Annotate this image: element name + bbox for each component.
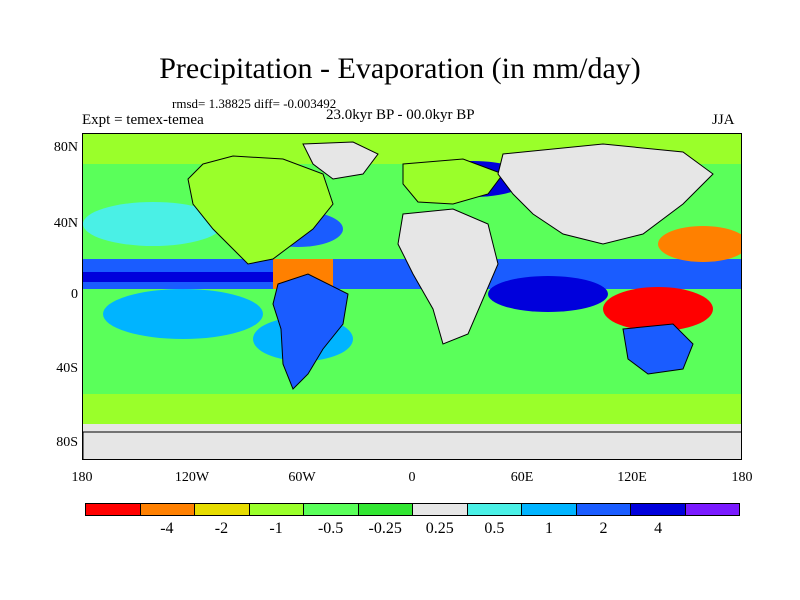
colorbar-label: -0.5 <box>317 520 344 537</box>
greenland <box>302 141 379 180</box>
stats-text: rmsd= 1.38825 diff= -0.003492 <box>172 96 337 111</box>
world-map <box>82 133 742 460</box>
europe <box>402 158 504 205</box>
season-label: JJA <box>712 112 735 128</box>
itcz-core-pacific <box>83 272 273 282</box>
lon-label-180w: 180 <box>71 470 93 485</box>
colorbar <box>85 503 740 516</box>
colorbar-label: 2 <box>599 520 608 537</box>
indian-ocean-wet <box>488 276 608 312</box>
south-pacific-wet <box>103 289 263 339</box>
maritime-continent-dry <box>603 287 713 331</box>
lat-label-40n: 40N <box>53 216 78 231</box>
colorbar-swatch <box>576 504 631 515</box>
colorbar-label: -2 <box>214 520 229 537</box>
map-svg <box>83 134 741 459</box>
lat-label-80s: 80S <box>56 435 78 450</box>
colorbar-label: 0.5 <box>484 520 505 537</box>
colorbar-swatch <box>522 504 577 515</box>
colorbar-swatch <box>413 504 468 515</box>
colorbar-label: 4 <box>654 520 663 537</box>
plot-title: Precipitation - Evaporation (in mm/day) <box>159 52 641 85</box>
lat-label-0: 0 <box>71 287 78 302</box>
lon-label-60w: 60W <box>288 470 316 485</box>
south-america <box>272 273 349 390</box>
colorbar-label: -0.25 <box>368 520 402 537</box>
colorbar-swatch <box>631 504 686 515</box>
experiment-label: Expt = temex-temea <box>82 112 204 128</box>
period-label: 23.0kyr BP - 00.0kyr BP <box>326 107 475 123</box>
lon-label-120w: 120W <box>174 470 210 485</box>
colorbar-swatch <box>86 504 141 515</box>
antarctica <box>83 431 741 459</box>
africa <box>397 208 499 345</box>
colorbar-swatch <box>249 504 304 515</box>
colorbar-swatch <box>140 504 195 515</box>
lon-label-60e: 60E <box>510 470 534 485</box>
colorbar-swatch <box>467 504 522 515</box>
colorbar-label: 0.25 <box>425 520 454 537</box>
colorbar-swatch <box>195 504 250 515</box>
colorbar-swatch <box>685 504 739 515</box>
north-america <box>187 155 334 265</box>
north-pacific-wet <box>83 202 223 246</box>
colorbar-label: -4 <box>160 520 174 537</box>
colorbar-label: 1 <box>544 520 553 537</box>
lon-label-120e: 120E <box>617 470 647 485</box>
asia <box>497 143 714 245</box>
colorbar-label: -1 <box>269 520 283 537</box>
australia <box>622 323 694 375</box>
colorbar-swatch <box>304 504 359 515</box>
west-pacific-dry <box>658 226 741 262</box>
lat-label-80n: 80N <box>53 140 78 155</box>
lat-label-40s: 40S <box>56 361 78 376</box>
lon-label-0: 0 <box>408 470 416 485</box>
lon-label-180e: 180 <box>731 470 753 485</box>
colorbar-swatch <box>358 504 413 515</box>
